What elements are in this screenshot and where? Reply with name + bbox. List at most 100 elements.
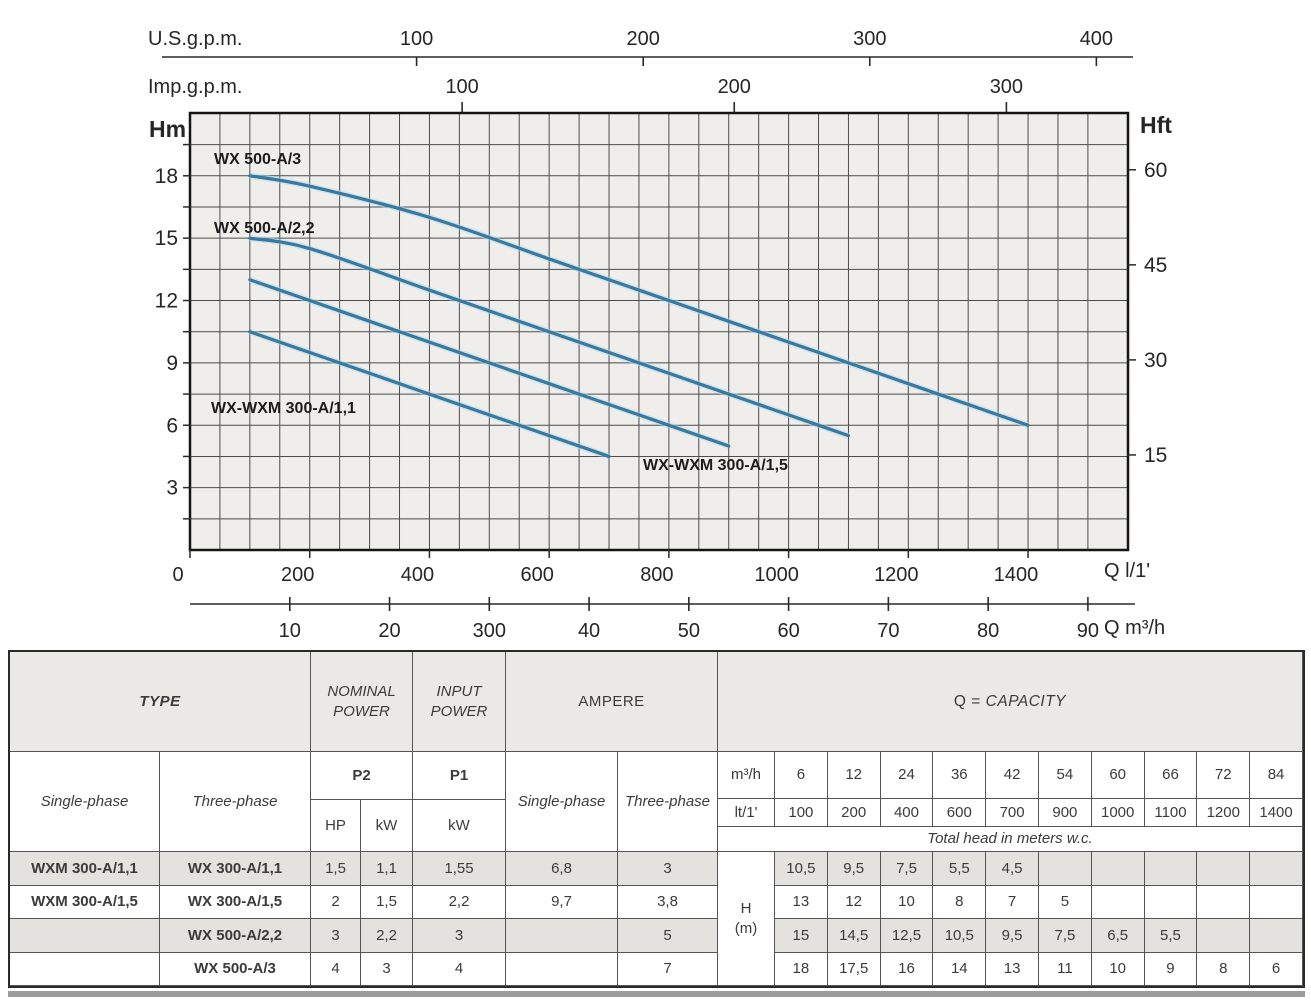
ampere-single-value [506, 953, 618, 986]
capacity-lt-value: 900 [1038, 799, 1092, 827]
head-value [1197, 919, 1251, 953]
head-value [1197, 852, 1251, 886]
total-head-note: Total head in meters w.c. [718, 827, 1303, 852]
ampere-three-value: 3 [618, 852, 718, 886]
p1-kw-value: 3 [413, 919, 506, 953]
head-value: 9,5 [827, 852, 881, 886]
capacity-m3h-value: 36 [933, 752, 987, 799]
capacity-lt-value: 100 [775, 799, 828, 827]
p2-kw-value: 3 [361, 953, 413, 986]
subheader-three-phase: Three-phase [160, 752, 311, 852]
tick-label-us: 300 [853, 28, 886, 50]
tick-label-us: 400 [1080, 28, 1113, 50]
type-single-phase: WXM 300-A/1,5 [10, 886, 160, 919]
tick-label-m3h: 90 [1077, 620, 1099, 642]
head-value: 12,5 [880, 919, 934, 953]
tick-label-m3h: 40 [578, 620, 600, 642]
subheader-kw: kW [361, 800, 413, 852]
capacity-m3h-value: 66 [1144, 752, 1198, 799]
tick-label-imp: 200 [718, 76, 751, 98]
axis-label-hm: Hm [149, 116, 186, 142]
p2-hp-value: 3 [311, 919, 361, 953]
tick-label-lmin: 400 [401, 564, 434, 586]
subheader-amp-three: Three-phase [618, 752, 718, 852]
tick-label-lmin: 0 [172, 564, 183, 586]
tick-label-imp: 100 [445, 76, 478, 98]
tick-label-hm: 12 [155, 290, 178, 313]
capacity-m3h-value: 42 [986, 752, 1039, 799]
type-three-phase: WX 300-A/1,1 [160, 852, 311, 886]
unit-m3h: m³/h [718, 752, 775, 799]
axis-label-lmin: Q l/1' [1104, 560, 1150, 582]
tick-label-lmin: 1200 [874, 564, 919, 586]
head-value: 7 [986, 886, 1039, 919]
pump-curve [248, 330, 611, 459]
head-value: 5 [1038, 886, 1092, 919]
tick-label-hft: 45 [1144, 254, 1167, 277]
tick-label-hm: 6 [166, 414, 178, 437]
tick-label-m3h: 50 [678, 620, 700, 642]
col-header-capacity: Q = CAPACITY [718, 652, 1303, 752]
head-value: 7,5 [1038, 919, 1092, 953]
subheader-amp-single: Single-phase [506, 752, 618, 852]
tick-label-us: 200 [627, 28, 660, 50]
pump-curve [248, 174, 1030, 427]
subheader-p1: P1 [413, 752, 506, 800]
head-value: 16 [880, 953, 934, 986]
capacity-lt-value: 1200 [1197, 799, 1251, 827]
head-value [1091, 852, 1145, 886]
head-value: 13 [775, 886, 828, 919]
capacity-lt-value: 700 [986, 799, 1039, 827]
tick-label-m3h: 60 [777, 620, 799, 642]
head-value: 5,5 [933, 852, 987, 886]
curve-label: WX-WXM 300-A/1,1 [211, 400, 356, 417]
capacity-m3h-value: 6 [775, 752, 828, 799]
axis-label-m3h: Q m³/h [1104, 617, 1165, 639]
head-value: 9,5 [986, 919, 1039, 953]
p1-kw-value: 1,55 [413, 852, 506, 886]
footer-strip [8, 991, 1305, 997]
ampere-single-value: 9,7 [506, 886, 618, 919]
col-header-type: TYPE [10, 652, 311, 752]
tick-label-m3h: 300 [473, 620, 506, 642]
capacity-m3h-value: 84 [1250, 752, 1303, 799]
tick-label-hm: 15 [155, 227, 178, 250]
tick-label-hm: 9 [166, 352, 178, 375]
head-value: 6,5 [1091, 919, 1145, 953]
capacity-lt-value: 600 [933, 799, 987, 827]
type-single-phase: WXM 300-A/1,1 [10, 852, 160, 886]
col-header-nominal-power: NOMINAL POWER [311, 652, 413, 752]
curve-label: WX 500-A/3 [214, 151, 301, 168]
head-value [1091, 886, 1145, 919]
head-value: 10 [880, 886, 934, 919]
head-value: 9 [1144, 953, 1198, 986]
head-value: 10,5 [933, 919, 987, 953]
capacity-lt-value: 1400 [1250, 799, 1303, 827]
p2-hp-value: 4 [311, 953, 361, 986]
head-value: 8 [1197, 953, 1251, 986]
head-value: 15 [775, 919, 828, 953]
head-value [1144, 852, 1198, 886]
capacity-m3h-value: 24 [880, 752, 934, 799]
head-value: 10 [1091, 953, 1145, 986]
tick-label-hft: 60 [1144, 159, 1167, 182]
axis-label-us-gpm: U.S.g.p.m. [148, 28, 242, 50]
head-value: 13 [986, 953, 1039, 986]
head-value [1250, 852, 1303, 886]
tick-label-hm: 3 [166, 477, 178, 500]
type-three-phase: WX 500-A/3 [160, 953, 311, 986]
ampere-single-value [506, 919, 618, 953]
head-value [1250, 919, 1303, 953]
curve-label: WX 500-A/2,2 [214, 220, 315, 237]
p2-kw-value: 1,5 [361, 886, 413, 919]
type-single-phase [10, 953, 160, 986]
head-value: 7,5 [880, 852, 934, 886]
type-three-phase: WX 500-A/2,2 [160, 919, 311, 953]
p1-kw-value: 2,2 [413, 886, 506, 919]
curve-label: WX-WXM 300-A/1,5 [643, 457, 788, 474]
head-value: 8 [933, 886, 987, 919]
tick-label-lmin: 1400 [994, 564, 1039, 586]
head-value: 4,5 [986, 852, 1039, 886]
subheader-hp: HP [311, 800, 361, 852]
